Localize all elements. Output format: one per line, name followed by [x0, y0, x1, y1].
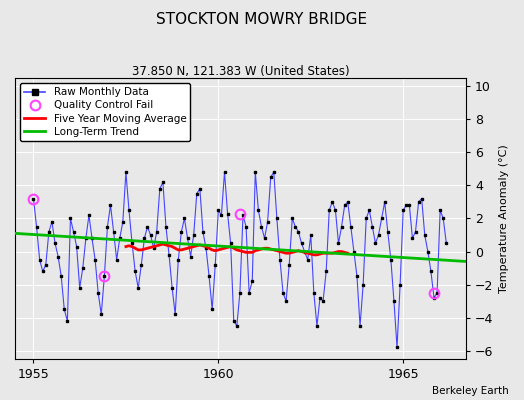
Legend: Raw Monthly Data, Quality Control Fail, Five Year Moving Average, Long-Term Tren: Raw Monthly Data, Quality Control Fail, …	[20, 83, 190, 141]
Y-axis label: Temperature Anomaly (°C): Temperature Anomaly (°C)	[499, 144, 509, 293]
Text: STOCKTON MOWRY BRIDGE: STOCKTON MOWRY BRIDGE	[157, 12, 367, 27]
Text: Berkeley Earth: Berkeley Earth	[432, 386, 508, 396]
Title: 37.850 N, 121.383 W (United States): 37.850 N, 121.383 W (United States)	[132, 65, 350, 78]
